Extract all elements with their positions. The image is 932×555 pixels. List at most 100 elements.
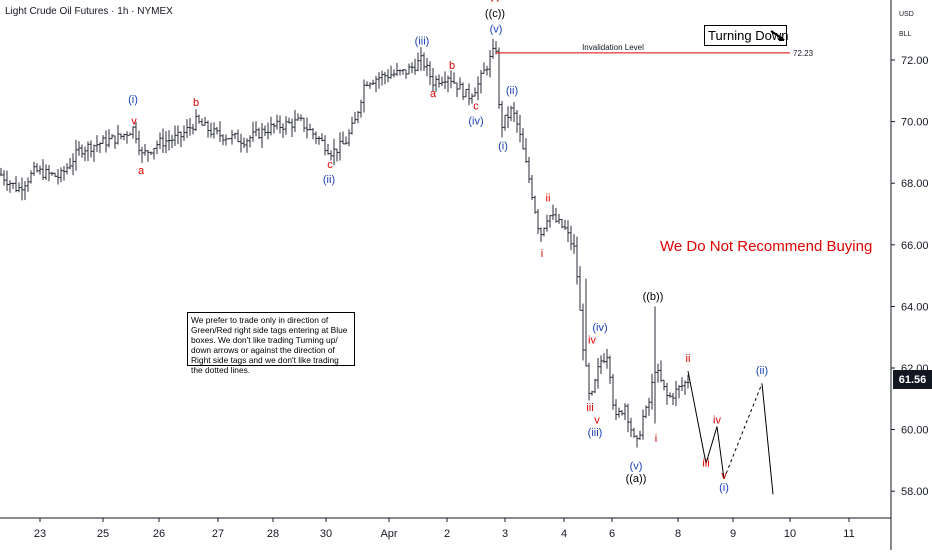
ohlc-bar: [587, 362, 591, 401]
ohlc-bar: [503, 114, 507, 131]
ohlc-bar: [359, 99, 363, 118]
ohlc-bar: [293, 109, 297, 132]
x-tick-label: 3: [502, 528, 508, 540]
x-tick-label: 25: [97, 528, 109, 540]
ohlc-bar: [602, 353, 606, 364]
ohlc-bar: [260, 122, 264, 149]
ohlc-bar: [650, 373, 654, 410]
ohlc-bar: [668, 392, 672, 398]
projection-segment: [761, 383, 774, 495]
ohlc-bar: [41, 159, 45, 180]
wave-label: iii: [702, 458, 709, 470]
ohlc-bar: [599, 355, 603, 375]
ohlc-bar: [386, 69, 390, 83]
ohlc-bar: [548, 214, 552, 228]
ohlc-bar: [440, 76, 444, 87]
price-bars: [0, 38, 690, 448]
ohlc-bar: [578, 266, 582, 311]
ohlc-bar: [161, 128, 165, 153]
x-tick-label: 2: [444, 528, 450, 540]
ohlc-bar: [545, 214, 549, 232]
ohlc-bar: [101, 135, 105, 144]
ohlc-bar: [113, 135, 117, 149]
y-tick-label: 58.00: [901, 486, 929, 498]
ohlc-bar: [332, 138, 336, 166]
ohlc-bar: [179, 131, 183, 148]
ohlc-bar: [392, 69, 396, 78]
ohlc-bar: [404, 69, 408, 79]
wave-label: b: [449, 60, 455, 72]
ohlc-bar: [572, 234, 576, 254]
ohlc-bar: [437, 74, 441, 88]
ohlc-bar: [152, 147, 156, 160]
wave-label: v: [721, 470, 727, 482]
wave-label: X: [491, 0, 500, 4]
ohlc-bar: [164, 131, 168, 154]
ohlc-bar: [626, 403, 630, 433]
wave-label: ii: [686, 353, 691, 365]
ohlc-bar: [389, 65, 393, 79]
ohlc-bar: [62, 166, 66, 181]
wave-label: (ii): [756, 365, 768, 377]
ohlc-bar: [473, 87, 477, 97]
ohlc-bar: [353, 112, 357, 124]
ohlc-bar: [515, 110, 519, 133]
ohlc-bar: [128, 132, 132, 136]
ohlc-bar: [122, 133, 126, 141]
ohlc-bar: [452, 72, 456, 84]
ohlc-bar: [506, 106, 510, 129]
ohlc-bar: [323, 135, 327, 156]
ohlc-bar: [245, 138, 249, 153]
ohlc-bar: [17, 182, 21, 193]
ohlc-bar: [539, 227, 543, 242]
ohlc-bar: [182, 125, 186, 141]
ohlc-bar: [518, 115, 522, 143]
ohlc-bar: [368, 82, 372, 89]
wave-label: ((b)): [643, 291, 664, 303]
ohlc-bar: [68, 158, 72, 170]
wave-label: i: [655, 433, 657, 445]
ohlc-bar: [530, 175, 534, 201]
ohlc-bar: [242, 137, 246, 148]
ohlc-bar: [557, 213, 561, 224]
wave-label: iv: [713, 414, 721, 426]
ohlc-bar: [344, 136, 348, 145]
ohlc-bar: [569, 225, 573, 251]
ohlc-bar: [26, 177, 30, 192]
ohlc-bar: [104, 130, 108, 153]
ohlc-bar: [659, 360, 663, 383]
ohlc-bar: [158, 132, 162, 150]
ohlc-bar: [524, 138, 528, 163]
ohlc-bar: [428, 61, 432, 86]
ohlc-bar: [224, 134, 228, 146]
ohlc-bar: [413, 58, 417, 75]
turning-down-arrow-icon: [770, 30, 785, 41]
ohlc-bar: [218, 121, 222, 142]
ohlc-bar: [542, 227, 546, 237]
ohlc-bar: [305, 117, 309, 139]
x-tick-label: Apr: [380, 528, 397, 540]
ohlc-bar: [521, 127, 525, 150]
ohlc-bar: [281, 123, 285, 139]
wave-label: (i): [128, 94, 138, 106]
projection-layer: Invalidation Level 72.23: [496, 43, 814, 495]
ohlc-bar: [527, 156, 531, 183]
wave-label: i: [541, 248, 543, 260]
ohlc-bar: [500, 101, 504, 138]
ohlc-bar: [644, 405, 648, 419]
ohlc-bar: [125, 131, 129, 144]
ohlc-bar: [383, 71, 387, 85]
y-tick-label: 66.00: [901, 240, 929, 252]
ohlc-bar: [83, 146, 87, 162]
ohlc-bar: [671, 393, 675, 405]
ohlc-bar: [167, 130, 171, 151]
ohlc-bar: [98, 142, 102, 154]
wave-labels: (i)vabc(ii)(iii)bac(iv)X((c))(v)(ii)(i)i…: [128, 0, 768, 494]
ohlc-bar: [149, 151, 153, 156]
ohlc-bar: [674, 380, 678, 406]
chart-title: Light Crude Oil Futures · 1h · NYMEX: [5, 6, 173, 17]
ohlc-bar: [269, 116, 273, 136]
